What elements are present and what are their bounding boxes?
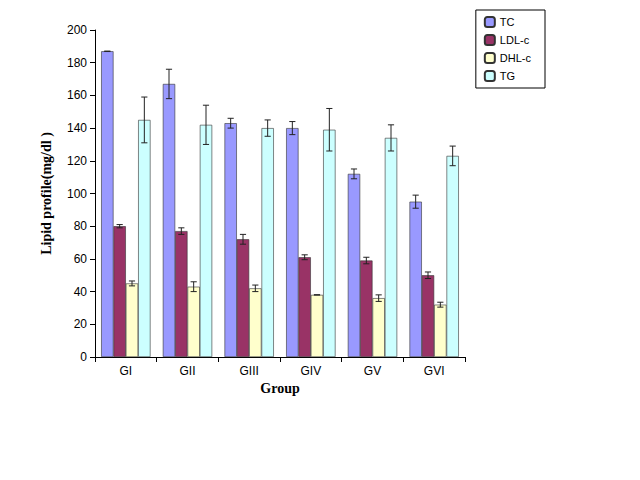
svg-text:Group: Group <box>260 381 300 396</box>
svg-text:120: 120 <box>67 154 87 168</box>
svg-text:Lipid profile(mg/dl ): Lipid profile(mg/dl ) <box>39 132 55 255</box>
svg-text:GI: GI <box>119 364 132 378</box>
svg-text:DHL-c: DHL-c <box>500 52 532 64</box>
svg-text:0: 0 <box>80 350 87 364</box>
svg-text:TG: TG <box>500 70 515 82</box>
svg-text:GIII: GIII <box>239 364 258 378</box>
svg-text:160: 160 <box>67 88 87 102</box>
svg-text:80: 80 <box>74 219 88 233</box>
svg-text:GII: GII <box>179 364 195 378</box>
svg-text:100: 100 <box>67 187 87 201</box>
svg-text:180: 180 <box>67 56 87 70</box>
svg-text:GIV: GIV <box>300 364 321 378</box>
svg-text:40: 40 <box>74 285 88 299</box>
svg-text:TC: TC <box>500 16 515 28</box>
svg-text:GVI: GVI <box>424 364 445 378</box>
svg-text:200: 200 <box>67 23 87 37</box>
svg-text:20: 20 <box>74 317 88 331</box>
svg-text:LDL-c: LDL-c <box>500 34 530 46</box>
svg-text:60: 60 <box>74 252 88 266</box>
svg-text:GV: GV <box>364 364 381 378</box>
svg-text:140: 140 <box>67 121 87 135</box>
